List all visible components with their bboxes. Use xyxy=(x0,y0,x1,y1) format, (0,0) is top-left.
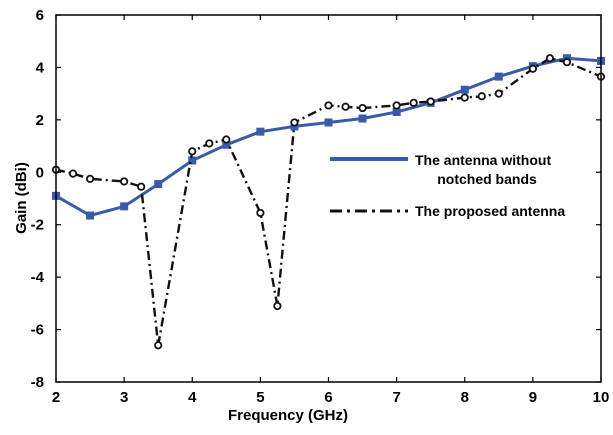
series-2-point xyxy=(188,147,197,156)
x-tick-label: 2 xyxy=(52,389,60,406)
x-tick-label: 8 xyxy=(461,389,469,406)
series-2-point xyxy=(154,341,163,350)
x-tick-label: 7 xyxy=(392,389,400,406)
series-1-point xyxy=(358,114,367,123)
y-axis-label: Gain (dBi) xyxy=(13,162,30,234)
series-2-point xyxy=(324,101,333,110)
series-2-point xyxy=(273,301,282,311)
series-1-point xyxy=(256,127,265,136)
series-2-point xyxy=(85,174,95,183)
series-2-point xyxy=(392,101,401,110)
x-tick-label: 5 xyxy=(256,389,264,406)
legend-label-1: The antenna without xyxy=(415,152,551,168)
y-tick-label: 4 xyxy=(36,59,45,76)
series-2 xyxy=(51,54,606,350)
series-2-point xyxy=(528,64,537,73)
series-1-point xyxy=(392,107,401,116)
series-2-point xyxy=(341,102,350,111)
y-tick-label: -2 xyxy=(31,217,44,234)
y-tick-label: 2 xyxy=(36,112,44,129)
series-2-point xyxy=(494,89,503,98)
series-2-point xyxy=(545,54,555,63)
x-tick-label: 4 xyxy=(188,389,197,406)
series-2-point xyxy=(409,98,418,107)
axis-ticks: 2 3 4 5 6 7 8 9 10 -8 -6 -4 -2 0 2 4 6 xyxy=(31,7,610,406)
x-tick-label: 10 xyxy=(593,389,610,406)
series-1-point xyxy=(324,118,333,127)
y-tick-label: -4 xyxy=(31,269,45,286)
series-1-point xyxy=(460,85,469,94)
plot-series xyxy=(51,54,606,350)
x-axis-label: Frequency (GHz) xyxy=(228,407,348,424)
x-tick-label: 6 xyxy=(324,389,332,406)
y-tick-label: -8 xyxy=(31,374,44,391)
series-2-point xyxy=(222,135,231,144)
series-2-point xyxy=(358,103,367,113)
x-tick-label: 9 xyxy=(529,389,537,406)
y-tick-label: -6 xyxy=(31,322,44,339)
series-2-point xyxy=(460,93,469,102)
series-2-point xyxy=(562,58,572,67)
series-2-point xyxy=(120,177,129,186)
legend-label-2: The proposed antenna xyxy=(415,203,565,219)
y-tick-label: 0 xyxy=(36,164,44,181)
series-1-point xyxy=(154,180,163,189)
series-2-point xyxy=(137,182,146,191)
series-2-point xyxy=(68,169,78,178)
series-2-point xyxy=(256,208,265,218)
legend: The antenna without notched bands The prop… xyxy=(330,152,565,219)
legend-label-1: notched bands xyxy=(437,171,537,187)
series-2-point xyxy=(477,92,486,101)
y-tick-label: 6 xyxy=(36,7,44,24)
series-1-point xyxy=(120,202,129,211)
series-2-point xyxy=(205,139,214,148)
series-2-point xyxy=(426,97,435,106)
series-1-point xyxy=(86,211,95,220)
x-tick-label: 3 xyxy=(120,389,128,406)
series-1-point xyxy=(494,72,503,81)
series-2-point xyxy=(290,118,299,127)
